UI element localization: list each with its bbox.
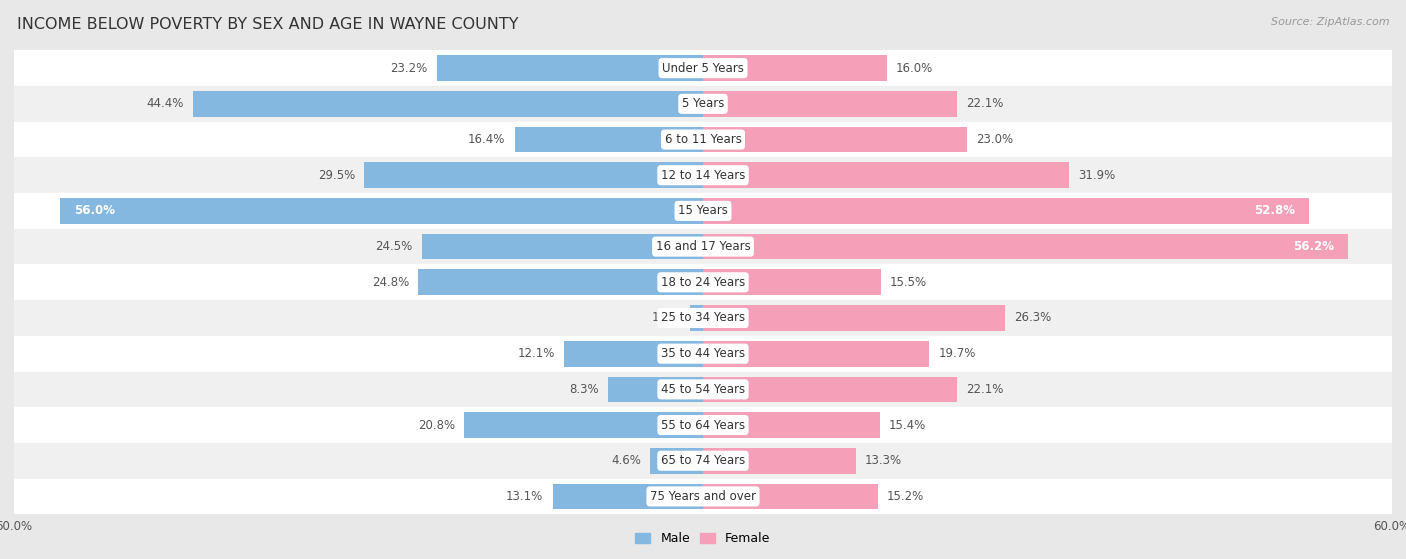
Bar [515, 127, 703, 153]
Text: Source: ZipAtlas.com: Source: ZipAtlas.com [1271, 17, 1389, 27]
Text: 23.2%: 23.2% [391, 61, 427, 75]
Bar [690, 305, 703, 331]
Text: 56.2%: 56.2% [1294, 240, 1334, 253]
Bar [14, 158, 1392, 193]
Bar [14, 372, 1392, 407]
Text: 18 to 24 Years: 18 to 24 Years [661, 276, 745, 289]
Bar [14, 300, 1392, 336]
Bar [703, 341, 929, 367]
Bar [703, 448, 856, 473]
Bar [607, 377, 703, 402]
Text: 1.1%: 1.1% [651, 311, 681, 324]
Text: 44.4%: 44.4% [146, 97, 184, 110]
Text: 15.5%: 15.5% [890, 276, 928, 289]
Bar [703, 162, 1070, 188]
Bar [193, 91, 703, 117]
Text: 56.0%: 56.0% [73, 205, 115, 217]
Bar [14, 443, 1392, 479]
Bar [60, 198, 703, 224]
Text: 16.0%: 16.0% [896, 61, 934, 75]
Text: 5 Years: 5 Years [682, 97, 724, 110]
Bar [703, 234, 1348, 259]
Bar [14, 479, 1392, 514]
Text: 24.8%: 24.8% [371, 276, 409, 289]
Text: 20.8%: 20.8% [418, 419, 456, 432]
Text: 23.0%: 23.0% [976, 133, 1014, 146]
Bar [703, 198, 1309, 224]
Bar [650, 448, 703, 473]
Bar [422, 234, 703, 259]
Bar [703, 305, 1005, 331]
Bar [14, 193, 1392, 229]
Text: Under 5 Years: Under 5 Years [662, 61, 744, 75]
Text: 22.1%: 22.1% [966, 383, 1004, 396]
Text: 26.3%: 26.3% [1014, 311, 1052, 324]
Bar [703, 55, 887, 81]
Text: 75 Years and over: 75 Years and over [650, 490, 756, 503]
Bar [703, 412, 880, 438]
Bar [14, 264, 1392, 300]
Bar [464, 412, 703, 438]
Text: 16.4%: 16.4% [468, 133, 506, 146]
Bar [14, 122, 1392, 158]
Text: 12 to 14 Years: 12 to 14 Years [661, 169, 745, 182]
Bar [703, 91, 956, 117]
Bar [703, 377, 956, 402]
Text: 13.1%: 13.1% [506, 490, 543, 503]
Text: 29.5%: 29.5% [318, 169, 356, 182]
Text: 15 Years: 15 Years [678, 205, 728, 217]
Bar [564, 341, 703, 367]
Text: 31.9%: 31.9% [1078, 169, 1116, 182]
Text: 55 to 64 Years: 55 to 64 Years [661, 419, 745, 432]
Bar [14, 50, 1392, 86]
Bar [437, 55, 703, 81]
Bar [418, 269, 703, 295]
Legend: Male, Female: Male, Female [636, 532, 770, 545]
Bar [14, 336, 1392, 372]
Bar [14, 229, 1392, 264]
Text: 52.8%: 52.8% [1254, 205, 1295, 217]
Text: 22.1%: 22.1% [966, 97, 1004, 110]
Text: 12.1%: 12.1% [517, 347, 555, 360]
Text: 65 to 74 Years: 65 to 74 Years [661, 454, 745, 467]
Bar [364, 162, 703, 188]
Bar [703, 269, 882, 295]
Text: 16 and 17 Years: 16 and 17 Years [655, 240, 751, 253]
Bar [703, 127, 967, 153]
Text: 25 to 34 Years: 25 to 34 Years [661, 311, 745, 324]
Text: 8.3%: 8.3% [569, 383, 599, 396]
Text: 45 to 54 Years: 45 to 54 Years [661, 383, 745, 396]
Text: 13.3%: 13.3% [865, 454, 903, 467]
Text: 4.6%: 4.6% [612, 454, 641, 467]
Text: INCOME BELOW POVERTY BY SEX AND AGE IN WAYNE COUNTY: INCOME BELOW POVERTY BY SEX AND AGE IN W… [17, 17, 519, 32]
Bar [703, 484, 877, 509]
Text: 15.4%: 15.4% [889, 419, 927, 432]
Text: 6 to 11 Years: 6 to 11 Years [665, 133, 741, 146]
Bar [14, 86, 1392, 122]
Text: 35 to 44 Years: 35 to 44 Years [661, 347, 745, 360]
Text: 19.7%: 19.7% [938, 347, 976, 360]
Bar [553, 484, 703, 509]
Text: 24.5%: 24.5% [375, 240, 412, 253]
Bar [14, 407, 1392, 443]
Text: 15.2%: 15.2% [887, 490, 924, 503]
